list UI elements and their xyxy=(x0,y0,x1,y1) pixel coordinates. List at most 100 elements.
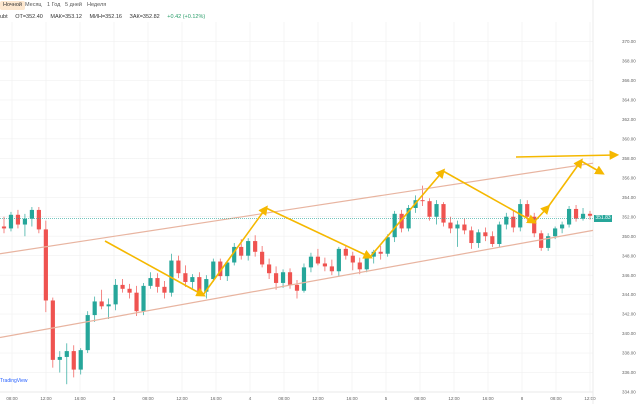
candle-down xyxy=(357,262,362,270)
candle-down xyxy=(315,256,321,264)
x-tick-label: 16:00 xyxy=(74,396,86,401)
x-tick-label: 08:00 xyxy=(414,396,426,401)
candle-down xyxy=(176,260,181,274)
candle-up xyxy=(455,224,460,229)
candle-down xyxy=(183,273,188,282)
candle-down xyxy=(267,264,272,274)
candle-up xyxy=(280,272,286,283)
candle-down xyxy=(329,266,334,272)
candle-up xyxy=(148,278,153,286)
close-value: 352.82 xyxy=(142,14,160,20)
y-tick-label: 364.00 xyxy=(622,97,636,102)
candle-down xyxy=(525,204,530,217)
candle-up xyxy=(57,356,62,360)
candle-down xyxy=(197,277,202,292)
candle-up xyxy=(22,218,28,225)
candle-up xyxy=(190,277,195,282)
candle-up xyxy=(225,262,230,277)
high-label: МАК= xyxy=(50,14,66,20)
trend-arrow xyxy=(104,240,206,297)
candle-down xyxy=(469,230,474,244)
x-tick-label: 5 xyxy=(385,396,388,401)
open-value: 352.40 xyxy=(26,14,43,20)
x-tick-label: 12:00 xyxy=(40,396,52,401)
candle-down xyxy=(71,351,76,370)
candle-up xyxy=(580,213,586,219)
candle-up xyxy=(392,213,397,238)
trend-arrow xyxy=(369,168,446,258)
x-tick-label: 8 xyxy=(521,396,524,401)
candle-up xyxy=(546,236,551,248)
high-value: 353.12 xyxy=(65,14,82,20)
candle-up xyxy=(92,301,97,316)
x-tick-label: 16:00 xyxy=(482,396,494,401)
y-tick-label: 358.00 xyxy=(622,156,636,161)
candle-down xyxy=(448,222,453,229)
candle-down xyxy=(490,236,495,244)
candle-down xyxy=(587,213,593,216)
candle-down xyxy=(273,273,279,283)
candle-up xyxy=(29,209,34,219)
candle-up xyxy=(434,204,439,217)
trend-arrow xyxy=(515,150,620,160)
candle-down xyxy=(294,284,300,291)
trend-arrow xyxy=(202,205,268,296)
candle-down xyxy=(322,263,327,267)
y-tick-label: 334.00 xyxy=(622,390,636,395)
y-tick-label: 352.00 xyxy=(622,214,636,219)
x-tick-label: 16:00 xyxy=(346,396,358,401)
y-tick-label: 366.00 xyxy=(622,78,636,83)
trend-arrow xyxy=(580,160,605,175)
y-tick-label: 356.00 xyxy=(622,175,636,180)
low-value: 352.16 xyxy=(105,14,122,20)
candle-down xyxy=(483,232,488,237)
trend-arrow xyxy=(547,158,583,208)
y-tick-label: 342.00 xyxy=(622,312,636,317)
candle-up xyxy=(141,285,146,312)
x-tick-label: 08:00 xyxy=(6,396,18,401)
low-label: МИН= xyxy=(89,14,106,20)
candle-up xyxy=(232,246,237,263)
candle-up xyxy=(169,260,174,293)
tab-month[interactable]: Месяц xyxy=(25,2,42,8)
candle-up xyxy=(560,224,565,229)
x-tick-label: 12:00 xyxy=(448,396,460,401)
close-label: ЗАК= xyxy=(129,14,143,20)
channel-upper-line xyxy=(0,162,594,255)
candle-up xyxy=(336,248,341,272)
candle-up xyxy=(385,237,390,254)
candle-down xyxy=(350,255,355,263)
candle-down xyxy=(36,209,41,230)
tab-5days[interactable]: 5 дней xyxy=(65,2,82,8)
y-tick-label: 350.00 xyxy=(622,234,636,239)
candle-down xyxy=(134,292,139,312)
candle-up xyxy=(8,214,14,229)
tab-week[interactable]: Неделя xyxy=(87,2,107,8)
candle-down xyxy=(155,278,160,287)
candle-down xyxy=(420,200,425,202)
candle-up xyxy=(497,224,502,244)
channel-lower-line xyxy=(0,229,594,339)
candle-up xyxy=(371,251,376,257)
x-tick-label: 3 xyxy=(113,396,116,401)
candle-up xyxy=(106,304,111,307)
candle-down xyxy=(462,224,467,231)
candle-up xyxy=(211,261,216,280)
candle-up xyxy=(301,267,307,291)
y-tick-label: 362.00 xyxy=(622,117,636,122)
candle-up xyxy=(308,256,314,268)
tab-night[interactable]: Ночной xyxy=(0,1,25,10)
tab-year[interactable]: 1 Год xyxy=(47,2,61,8)
ohlc-legend: ubt ОТ=352.40 МАК=353.12 МИН=352.16 ЗАК=… xyxy=(0,12,205,22)
candle-up xyxy=(64,351,69,357)
candle-up xyxy=(113,284,118,305)
y-tick-label: 340.00 xyxy=(622,331,636,336)
symbol-label: ubt xyxy=(0,14,8,20)
candle-down xyxy=(218,261,223,277)
candle-down xyxy=(99,301,104,307)
candle-up xyxy=(85,315,90,351)
x-tick-label: 08:00 xyxy=(278,396,290,401)
y-tick-label: 344.00 xyxy=(622,292,636,297)
candle-up xyxy=(364,256,369,270)
